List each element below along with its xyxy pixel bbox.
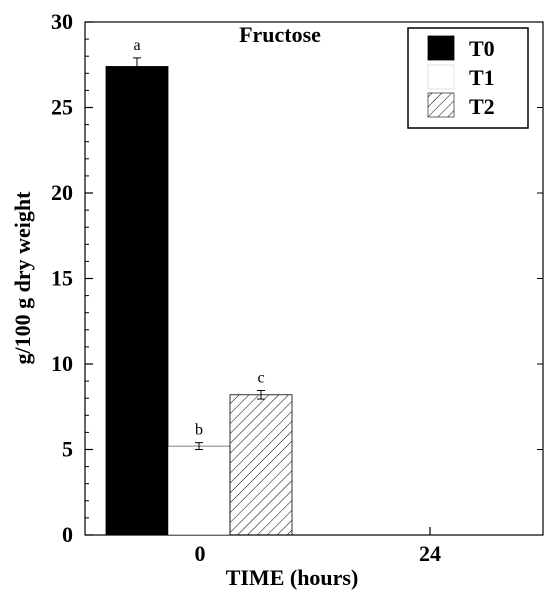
bar-group: a b c xyxy=(105,37,293,536)
y-tick-label: 0 xyxy=(62,522,73,547)
bar-t0 xyxy=(105,66,169,536)
x-axis-title: TIME (hours) xyxy=(226,565,359,590)
y-tick-label: 30 xyxy=(51,9,73,34)
y-axis-title: g/100 g dry weight xyxy=(10,191,35,365)
legend-box xyxy=(407,27,529,129)
y-tick-label: 25 xyxy=(51,95,73,120)
legend-label-t2: T2 xyxy=(469,94,495,119)
legend-label-t0: T0 xyxy=(469,36,495,61)
sig-label-t1: b xyxy=(195,422,203,439)
y-axis: 0 5 10 15 20 25 30 xyxy=(51,9,543,547)
x-tick-label: 24 xyxy=(419,541,441,566)
legend: T0 T1 T2 xyxy=(407,27,529,129)
chart-title: Fructose xyxy=(239,22,321,47)
y-tick-label: 10 xyxy=(51,351,73,376)
bar-t1 xyxy=(167,445,231,536)
legend-swatch-t0 xyxy=(427,35,455,61)
sig-label-t2: c xyxy=(257,370,264,387)
legend-swatch-t2 xyxy=(427,92,455,118)
y-tick-label: 20 xyxy=(51,180,73,205)
sig-label-t0: a xyxy=(133,37,140,54)
legend-swatch-t1 xyxy=(427,64,455,90)
legend-label-t1: T1 xyxy=(469,65,495,90)
y-tick-label: 15 xyxy=(51,266,73,291)
x-tick-label: 0 xyxy=(195,541,206,566)
y-tick-label: 5 xyxy=(62,437,73,462)
bar-t2 xyxy=(229,394,293,536)
